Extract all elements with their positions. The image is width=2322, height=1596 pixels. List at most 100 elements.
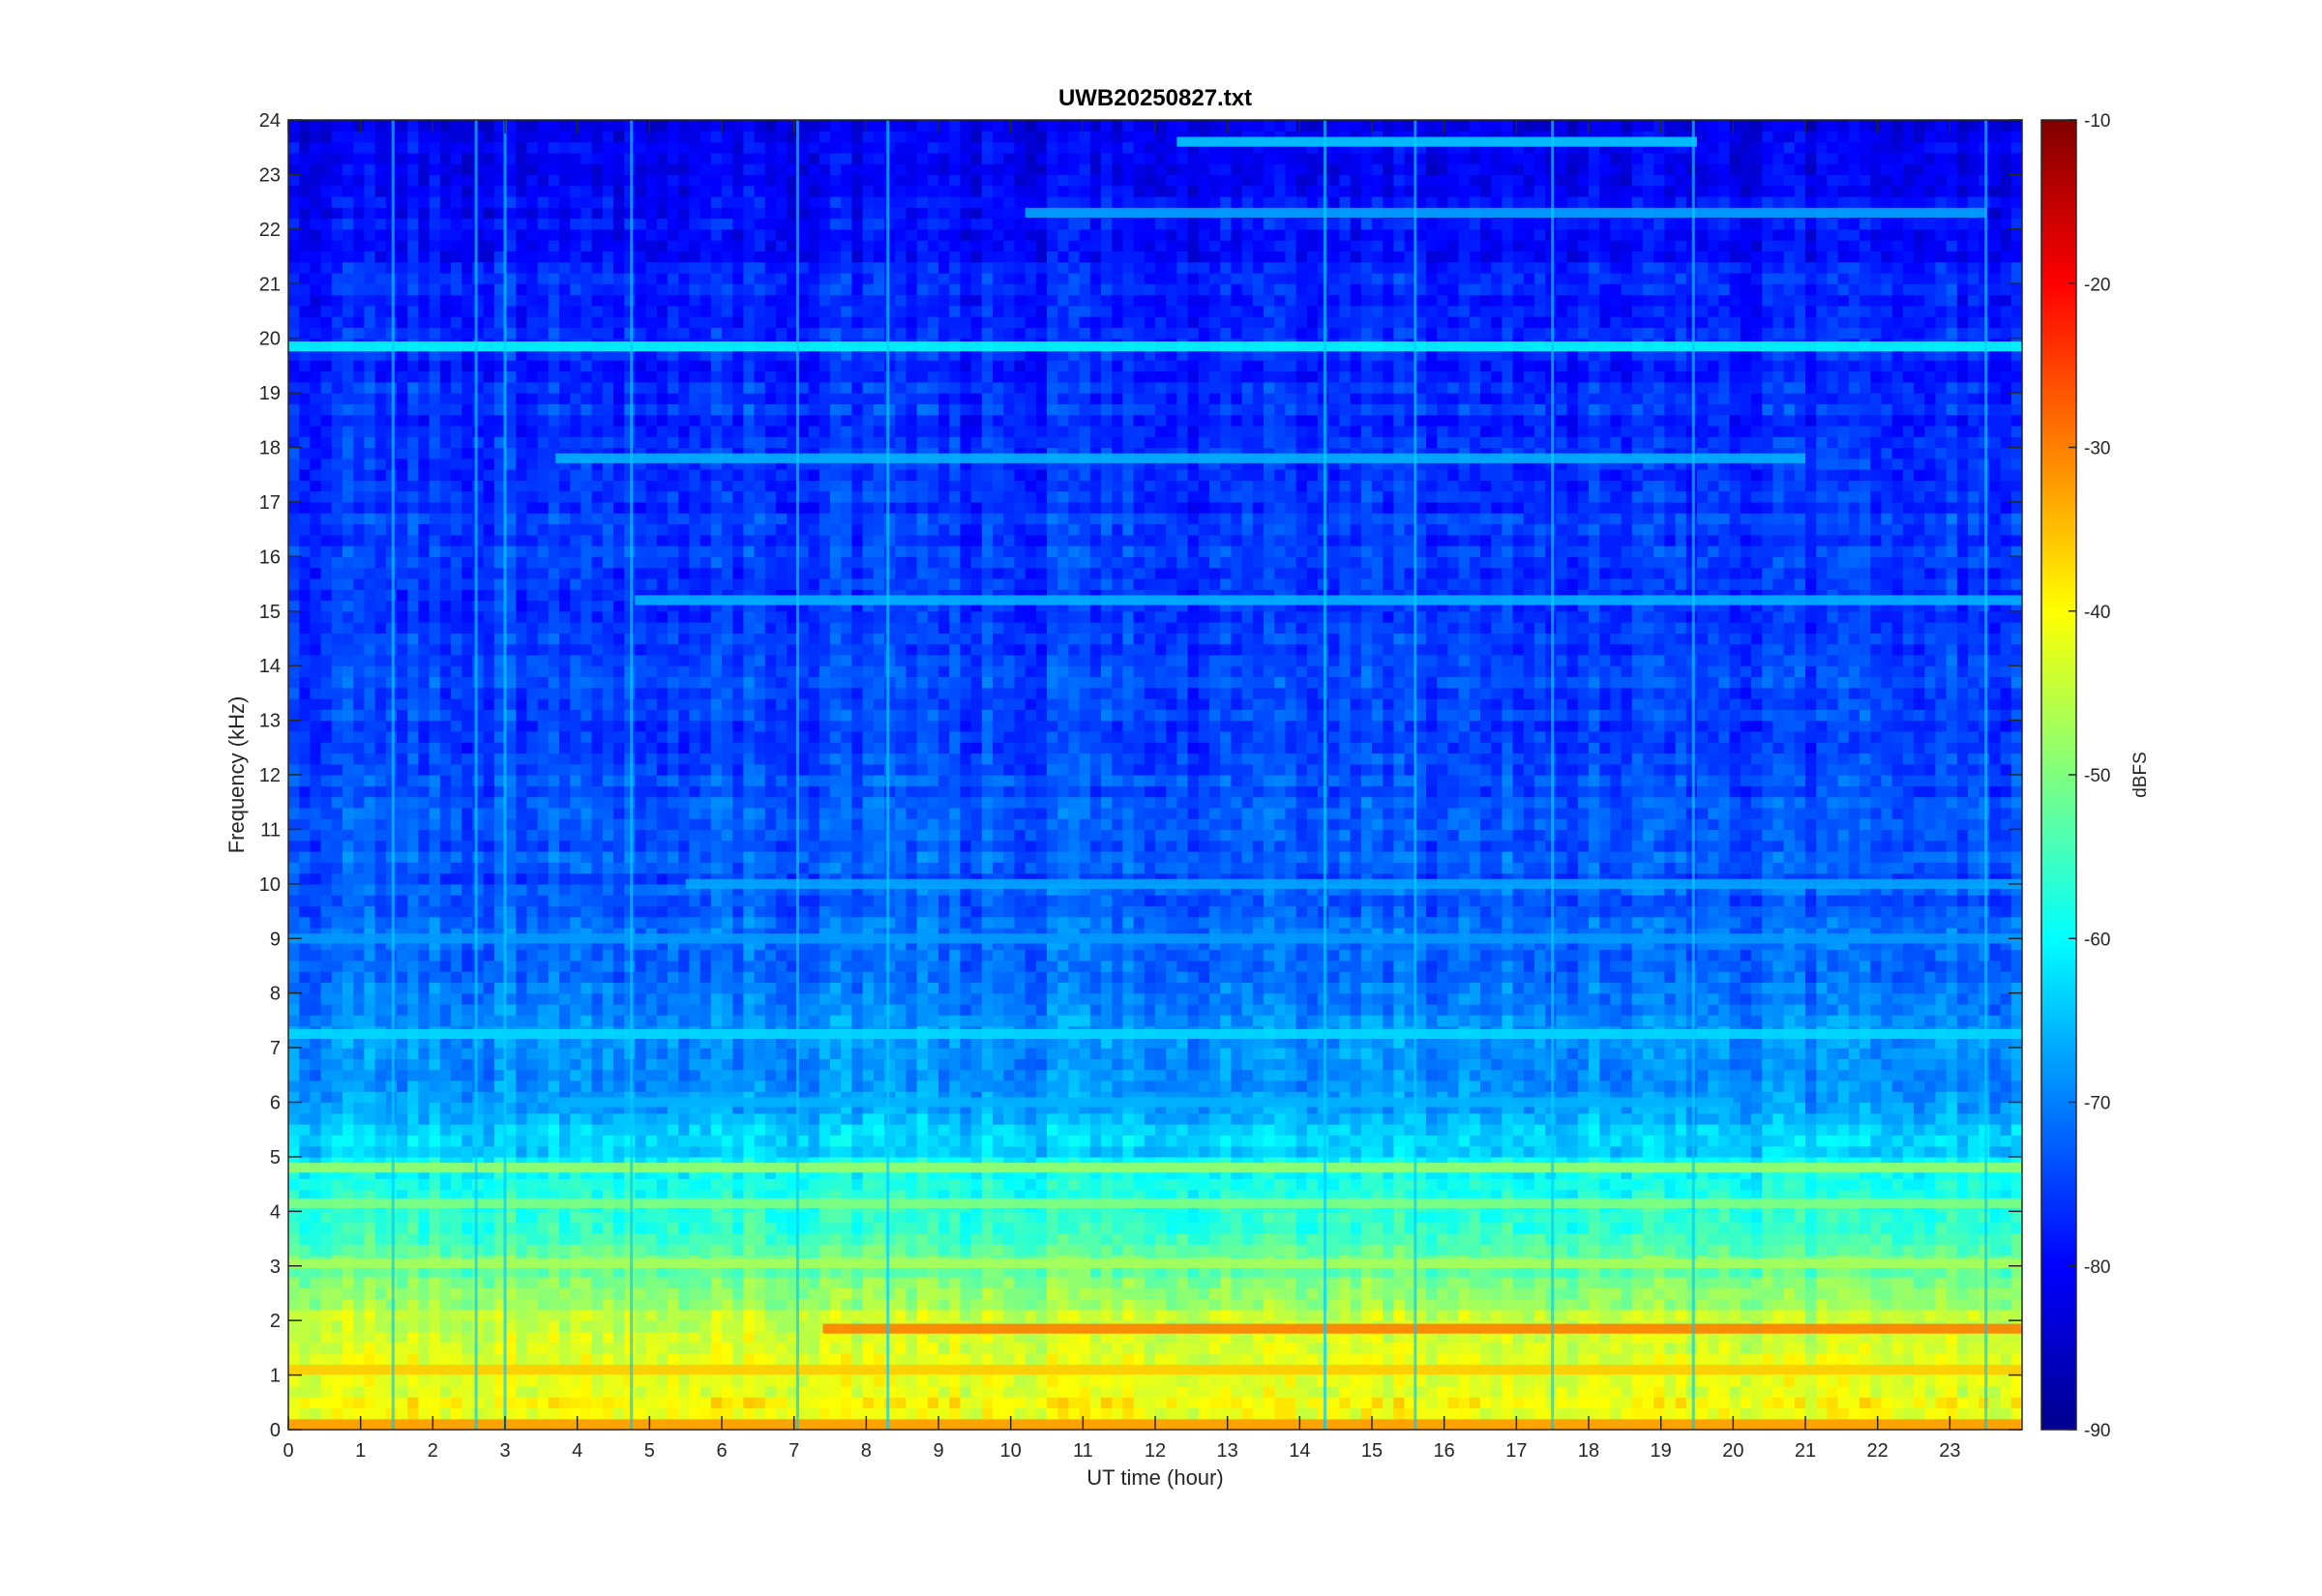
heatmap-cell (668, 1320, 679, 1333)
heatmap-cell (493, 1385, 506, 1398)
heatmap-cell (884, 1167, 896, 1180)
heatmap-cell (851, 1353, 864, 1365)
heatmap-cell (1848, 1112, 1861, 1125)
heatmap-cell (830, 1232, 842, 1245)
heatmap-cell (299, 1397, 311, 1409)
heatmap-cell (505, 1277, 517, 1288)
heatmap-cell (1089, 1277, 1102, 1288)
heatmap-cell (299, 1167, 311, 1180)
heatmap-cell (960, 1167, 972, 1180)
heatmap-cell (1924, 1331, 1936, 1344)
heatmap-cell (1989, 1287, 2002, 1300)
heatmap-cell (1794, 1277, 1806, 1288)
heatmap-cell (1772, 1124, 1785, 1136)
heatmap-cell (1935, 1287, 1948, 1300)
heatmap-cell (1231, 1102, 1243, 1114)
heatmap-cell (1979, 1189, 1990, 1201)
heatmap-cell (1523, 1112, 1535, 1125)
heatmap-cell (1675, 1309, 1687, 1321)
heatmap-cell (1112, 1407, 1123, 1420)
heatmap-cell (1502, 1374, 1514, 1387)
heatmap-cell (1902, 1102, 1915, 1114)
heatmap-cell (418, 1091, 431, 1104)
heatmap-cell (397, 1309, 408, 1321)
heatmap-cell (559, 1244, 571, 1256)
heatmap-cell (841, 1156, 852, 1168)
heatmap-cell (1469, 1145, 1481, 1158)
heatmap-cell (472, 1397, 485, 1409)
heatmap-cell (439, 1342, 452, 1354)
heatmap-cell (1176, 1211, 1189, 1224)
heatmap-cell (884, 1102, 896, 1114)
heatmap-cell (1956, 1277, 1969, 1288)
heatmap-cell (1274, 1374, 1286, 1387)
heatmap-cell (1437, 1298, 1448, 1311)
heatmap-cell (320, 1189, 333, 1201)
heatmap-cell (1729, 1342, 1742, 1354)
heatmap-cell (1685, 1374, 1698, 1387)
heatmap-cell (1285, 1298, 1297, 1311)
heatmap-cell (873, 1374, 885, 1387)
heatmap-cell (808, 1265, 820, 1278)
heatmap-cell (1762, 1265, 1773, 1278)
heatmap-cell (1220, 1211, 1232, 1224)
heatmap-cell (299, 1298, 311, 1311)
heatmap-cell (1264, 1112, 1275, 1125)
heatmap-cell (1610, 1211, 1622, 1224)
heatmap-cell (1264, 1124, 1275, 1136)
heatmap-cell (385, 1374, 398, 1387)
heatmap-cell (1285, 1135, 1297, 1147)
heatmap-cell (1870, 1298, 1882, 1311)
heatmap-cell (1794, 1178, 1806, 1191)
heatmap-cell (1350, 1385, 1362, 1398)
heatmap-cell (1426, 1135, 1438, 1147)
heatmap-cell (526, 1112, 539, 1125)
heatmap-cell (1697, 1232, 1709, 1245)
heatmap-cell (1144, 1287, 1156, 1300)
heatmap-cell (472, 1178, 485, 1191)
heatmap-cell (331, 1211, 343, 1224)
heatmap-cell (722, 1287, 733, 1300)
heatmap-cell (1372, 1397, 1384, 1409)
heatmap-cell (1989, 1244, 2002, 1256)
heatmap-cell (916, 1331, 929, 1344)
heatmap-cell (364, 1277, 376, 1288)
heatmap-cell (1220, 1397, 1232, 1409)
heatmap-cell (1414, 1232, 1427, 1245)
heatmap-cell (483, 1156, 495, 1168)
heatmap-cell (407, 1331, 419, 1344)
heatmap-cell (1556, 1232, 1568, 1245)
heatmap-cell (1144, 1102, 1156, 1114)
heatmap-cell (493, 1320, 506, 1333)
heatmap-cell (1068, 1385, 1081, 1398)
heatmap-cell (1003, 1342, 1015, 1354)
heatmap-cell (678, 1309, 690, 1321)
heatmap-cell (1101, 1124, 1113, 1136)
heatmap-cell (1274, 1353, 1286, 1365)
heatmap-cell (1306, 1178, 1319, 1191)
heatmap-cell (602, 1397, 614, 1409)
heatmap-cell (993, 1178, 1004, 1191)
heatmap-cell (1860, 1156, 1871, 1168)
heatmap-cell (1360, 1244, 1373, 1256)
heatmap-cell (1653, 1397, 1665, 1409)
heatmap-cell (851, 1124, 864, 1136)
heatmap-cell (1447, 1397, 1460, 1409)
heatmap-cell (927, 1397, 939, 1409)
heatmap-cell (2000, 1178, 2012, 1191)
heatmap-cell (808, 1385, 820, 1398)
heatmap-cell (1360, 1331, 1373, 1344)
heatmap-cell (1404, 1135, 1416, 1147)
heatmap-cell (1414, 1156, 1427, 1168)
heatmap-cell (819, 1277, 831, 1288)
heatmap-cell (1339, 1222, 1352, 1234)
heatmap-cell (916, 1265, 929, 1278)
heatmap-cell (1144, 1331, 1156, 1344)
heatmap-cell (1675, 1331, 1687, 1344)
heatmap-cell (1014, 1167, 1027, 1180)
heatmap-cell (710, 1298, 723, 1311)
heatmap-cell (1295, 1385, 1308, 1398)
heatmap-cell (472, 1156, 485, 1168)
heatmap-cell (1989, 1156, 2002, 1168)
heatmap-cell (1089, 1244, 1102, 1256)
